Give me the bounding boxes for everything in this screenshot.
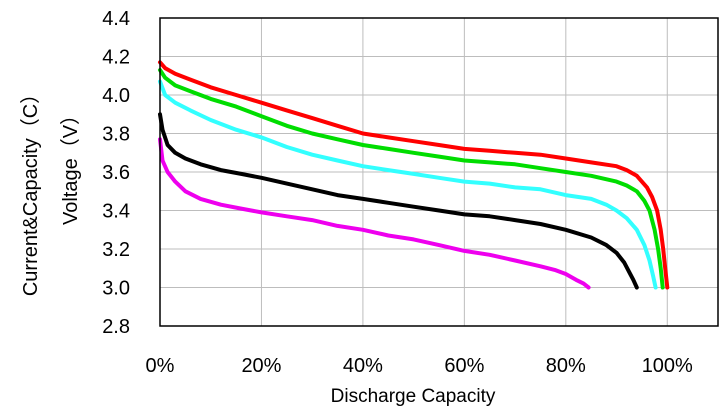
x-tick-label: 0% <box>146 355 175 377</box>
series-line-1 <box>158 60 670 290</box>
y-tick-label: 3.0 <box>102 278 130 300</box>
y-tick-label: 3.6 <box>102 162 130 184</box>
series-line-4 <box>158 112 639 290</box>
x-tick-label: 100% <box>642 355 693 377</box>
y-tick-label: 4.0 <box>102 85 130 107</box>
series-lines <box>158 60 670 290</box>
series-line-2 <box>158 68 665 290</box>
y-tick-labels: 2.8 3.0 3.2 3.4 3.6 3.8 4.0 4.2 4.4 <box>102 8 130 338</box>
x-tick-label: 20% <box>241 355 281 377</box>
plot-frame <box>159 17 719 327</box>
x-tick-label: 80% <box>546 355 586 377</box>
x-tick-label: 60% <box>444 355 484 377</box>
series-line-5 <box>158 137 591 290</box>
y-tick-label: 3.8 <box>102 124 130 146</box>
y-tick-label: 2.8 <box>102 316 130 338</box>
y-axis-label-inner: Voltage（V） <box>59 105 82 225</box>
y-tick-label: 4.2 <box>102 47 130 69</box>
series-line-3 <box>158 79 658 290</box>
y-tick-label: 4.4 <box>102 8 130 30</box>
x-axis-label: Discharge Capacity <box>331 386 496 407</box>
y-tick-label: 3.2 <box>102 239 130 261</box>
y-axis-label-outer: Current&Capacity（C） <box>19 84 42 296</box>
x-tick-labels: 0% 20% 40% 60% 80% 100% <box>146 355 694 377</box>
x-tick-label: 40% <box>343 355 383 377</box>
y-tick-label: 3.4 <box>102 201 130 223</box>
